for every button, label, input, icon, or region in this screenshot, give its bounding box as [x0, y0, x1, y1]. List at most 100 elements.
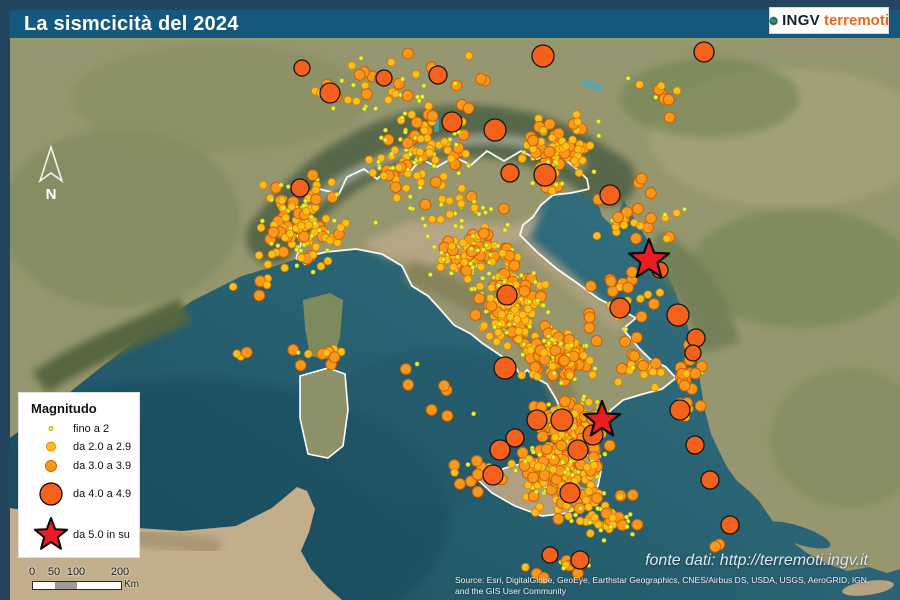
earthquake-dot-small [352, 96, 361, 106]
earthquake-dot-tiny [591, 169, 597, 175]
earthquake-dot-tiny [595, 506, 601, 511]
earthquake-dot-medium [612, 211, 624, 224]
circle-icon [39, 482, 63, 506]
earthquake-dot-small [608, 513, 617, 523]
earthquake-dot-small [440, 137, 449, 146]
earthquake-dot-small [470, 203, 479, 213]
earthquake-dot-tiny [480, 205, 486, 211]
earthquake-dot-small [479, 321, 489, 330]
title-bar: La sismcicità del 2024 [10, 10, 900, 38]
earthquake-dot-small [574, 144, 583, 154]
earthquake-stars-layer [582, 237, 671, 437]
earthquake-dot-tiny [285, 184, 291, 189]
earthquake-dot-small [487, 283, 496, 293]
earthquake-dot-medium [472, 468, 484, 481]
earthquake-dot-tiny [416, 98, 422, 104]
earthquake-dot-small [445, 210, 455, 219]
earthquake-dot-tiny [532, 279, 538, 285]
earthquake-dot-medium [240, 346, 253, 359]
earthquake-dot-small [561, 142, 571, 151]
earthquake-dot-small [648, 367, 658, 377]
earthquake-dot-tiny [339, 78, 345, 84]
earthquake-dot-medium [583, 311, 596, 324]
earthquake-dot-small [464, 51, 474, 61]
earthquake-dot-small [541, 280, 550, 289]
earthquake-dot-tiny [310, 269, 316, 275]
earthquake-dot-medium [622, 281, 634, 294]
earthquake-dot-tiny [414, 361, 420, 367]
earthquake-dot-small [486, 293, 495, 303]
earthquake-dot-tiny [465, 462, 471, 467]
earthquake-dot-medium [559, 395, 571, 408]
earthquake-dot-medium [462, 102, 475, 115]
earthquake-dot-tiny [520, 352, 526, 358]
earthquake-dot-medium [360, 88, 373, 100]
earthquake-dot-tiny [560, 459, 566, 465]
earthquake-dot-tiny [420, 216, 426, 221]
earthquake-dot-tiny [598, 527, 604, 533]
earthquake-dot-small [416, 134, 425, 143]
earthquake-dot-small [311, 185, 320, 195]
earthquake-dot-tiny [568, 459, 574, 465]
earthquake-dot-tiny [402, 111, 408, 116]
earthquake-dot-tiny [546, 340, 552, 346]
earthquake-dot-small [427, 215, 437, 224]
earthquake-dot-medium [663, 111, 676, 124]
earthquake-dot-small [256, 223, 266, 232]
earthquake-dot-small [564, 511, 573, 521]
earthquake-dot-small [447, 242, 457, 251]
earthquake-dot-tiny [448, 270, 454, 276]
earthquake-dot-small [518, 310, 527, 319]
earthquake-dot-small [570, 156, 579, 165]
north-arrow: N [38, 144, 64, 203]
earthquake-dot-small [650, 383, 660, 392]
earthquake-dot-small [439, 172, 448, 181]
earthquake-dot-tiny [373, 220, 379, 225]
basemap-attribution: Source: Esri, DigitalGlobe, GeoEye, Eart… [455, 575, 869, 596]
earthquake-dot-small [424, 101, 433, 111]
earthquake-dot-medium [543, 146, 556, 158]
earthquake-dot-small [461, 149, 470, 159]
earthquake-dot-medium [552, 513, 565, 525]
earthquake-dot-small [463, 274, 473, 284]
earthquake-dot-tiny [278, 182, 284, 188]
earthquake-dot-small [412, 171, 422, 181]
earthquake-dot-tiny [419, 94, 425, 100]
earthquake-dot-small [458, 238, 468, 247]
earthquake-dot-major [686, 328, 706, 348]
earthquake-dot-small [280, 263, 289, 273]
earthquake-dot-medium [603, 439, 616, 452]
earthquake-dot-major [483, 118, 507, 142]
earthquake-dot-tiny [301, 242, 307, 248]
earthquake-dot-medium [438, 379, 451, 392]
earthquake-dot-medium [537, 572, 550, 584]
data-source-note: fonte dati: http://terremoti.ingv.it [645, 552, 868, 569]
earthquake-dot-small [407, 110, 416, 119]
scale-bar: 0 50 100 200 Km [22, 566, 162, 598]
earthquake-dot-medium [470, 455, 483, 467]
earthquake-dot-medium [616, 362, 628, 375]
earthquake-dot-small [321, 214, 331, 223]
earthquake-dot-small [343, 95, 353, 105]
earthquake-dot-small [476, 262, 486, 272]
earthquake-dot-small [521, 562, 530, 572]
earthquake-dot-small [437, 194, 447, 204]
earthquake-dot-medium [401, 89, 414, 102]
earthquake-dot-tiny [427, 272, 433, 277]
earthquake-dot-medium [540, 443, 553, 456]
earthquake-dot-small [425, 148, 434, 157]
earthquake-dot-small [394, 163, 404, 172]
earthquake-dot-small [267, 250, 277, 259]
earthquake-dot-medium [478, 227, 490, 240]
earthquake-dot-small [594, 520, 603, 529]
earthquake-dot-small [498, 248, 507, 258]
earthquake-dot-medium [402, 378, 415, 391]
earthquake-dot-tiny [376, 159, 381, 165]
earthquake-dot-tiny [551, 370, 557, 376]
earthquake-dot-small [323, 256, 333, 266]
earthquake-dot-small [475, 281, 485, 291]
earthquake-dot-small [573, 117, 582, 126]
earthquake-dot-medium [635, 172, 648, 185]
earthquake-dot-medium [619, 335, 631, 348]
earthquake-dot-major [533, 163, 557, 187]
